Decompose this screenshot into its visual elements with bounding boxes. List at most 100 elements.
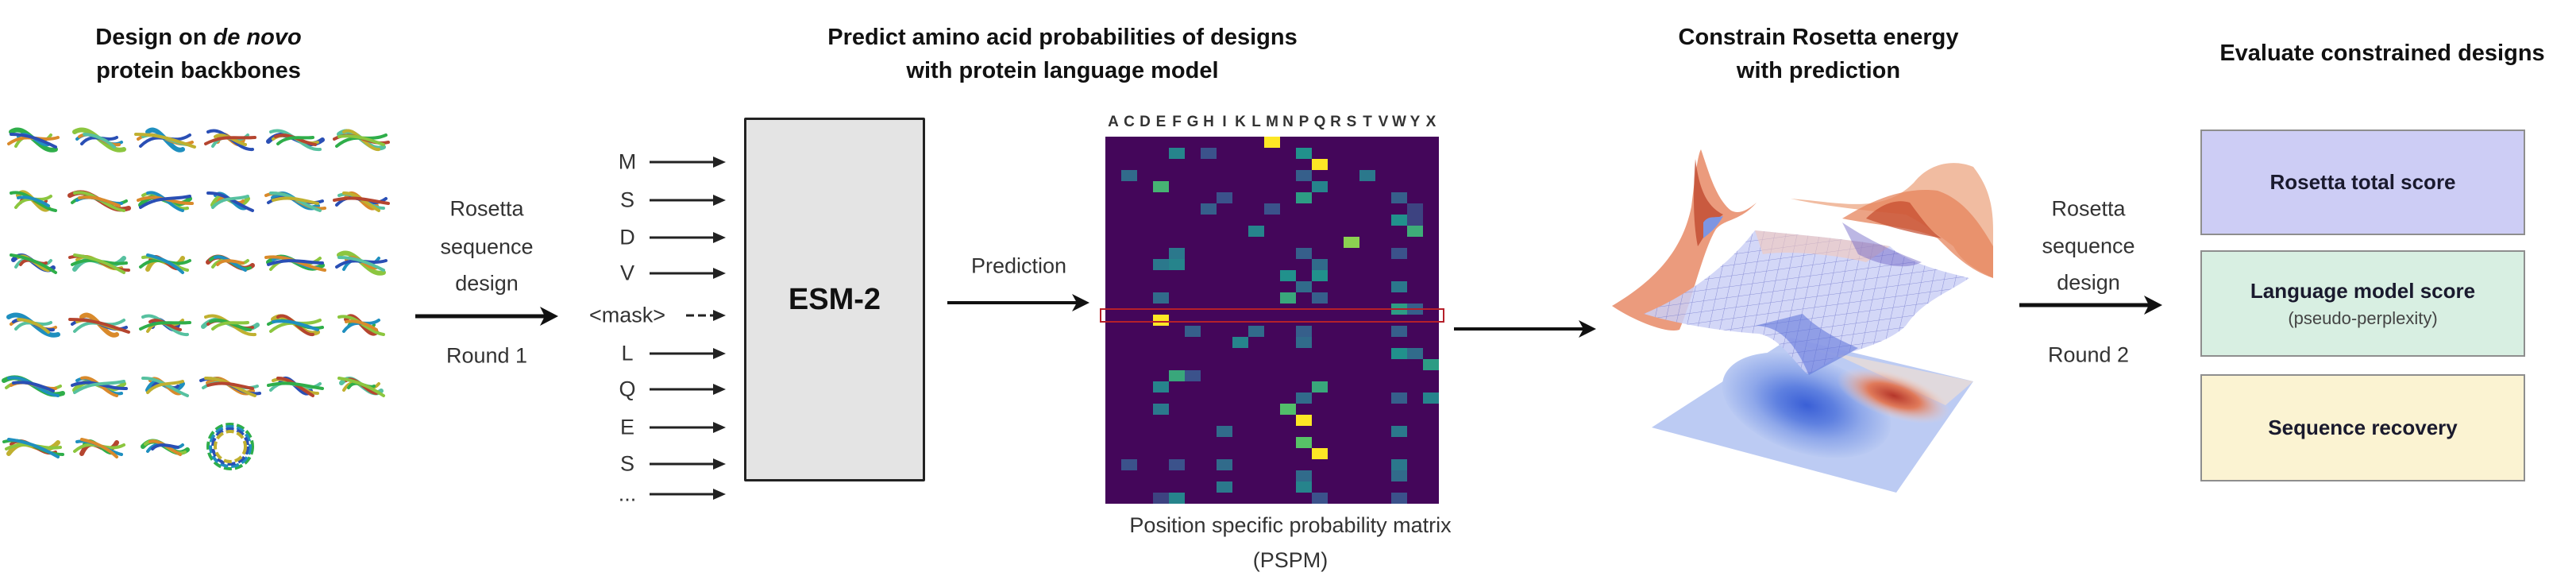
heatmap-cell bbox=[1312, 493, 1328, 504]
token-arrow-icon bbox=[650, 348, 726, 359]
protein-structure-icon bbox=[333, 129, 390, 151]
heatmap-cell bbox=[1169, 148, 1185, 159]
heatmap-cell bbox=[1185, 370, 1201, 381]
heatmap-cell bbox=[1312, 292, 1328, 304]
amino-acid-label: M bbox=[1266, 114, 1278, 130]
amino-acid-label: I bbox=[1222, 114, 1227, 130]
token-arrow-icon bbox=[650, 195, 726, 206]
protein-structure-icon bbox=[337, 314, 385, 336]
heatmap-cell bbox=[1312, 159, 1328, 170]
protein-structure-icon bbox=[264, 191, 326, 212]
amino-acid-label: Y bbox=[1409, 114, 1421, 130]
heatmap-cell bbox=[1296, 415, 1312, 426]
stage-title-constrain: Constrain Rosetta energy with prediction bbox=[1678, 25, 1959, 83]
amino-acid-label: P bbox=[1298, 114, 1309, 130]
heatmap-cell bbox=[1264, 203, 1280, 215]
protein-structure-icon bbox=[68, 312, 130, 338]
round2-arrow-icon bbox=[2019, 296, 2162, 315]
token-label: S bbox=[619, 451, 635, 476]
heatmap-cell bbox=[1280, 404, 1296, 415]
amino-acid-label: T bbox=[1363, 114, 1372, 130]
heatmap-cell bbox=[1185, 326, 1201, 337]
protein-structure-icon bbox=[71, 376, 128, 397]
heatmap-cell bbox=[1312, 448, 1328, 459]
protein-structure-icon bbox=[134, 127, 196, 153]
round1-label-round: Round 1 bbox=[445, 343, 528, 368]
heatmap-cell bbox=[1217, 192, 1232, 203]
token-arrow-icon bbox=[650, 458, 726, 470]
heatmap-cell bbox=[1391, 459, 1407, 470]
token-arrow-icon bbox=[650, 268, 726, 279]
protein-structure-icon bbox=[141, 439, 190, 456]
heatmap-cell bbox=[1248, 226, 1264, 237]
heatmap-cell bbox=[1153, 404, 1169, 415]
heatmap-cell bbox=[1121, 170, 1137, 181]
heatmap-cell bbox=[1312, 270, 1328, 281]
token-arrow-icon bbox=[650, 422, 726, 433]
heatmap-cell bbox=[1391, 248, 1407, 259]
heatmap-cell bbox=[1296, 481, 1312, 493]
heatmap-cell bbox=[1248, 326, 1264, 337]
protein-structure-icon bbox=[267, 377, 324, 397]
heatmap-cell bbox=[1296, 437, 1312, 448]
protein-structure-icon bbox=[137, 191, 194, 212]
heatmap-cell bbox=[1232, 337, 1248, 348]
amino-acid-label: S bbox=[1346, 114, 1357, 130]
heatmap-cell bbox=[1296, 148, 1312, 159]
protein-structure-icon bbox=[6, 312, 60, 338]
heatmap-cell bbox=[1423, 359, 1439, 370]
heatmap-cell bbox=[1217, 426, 1232, 437]
heatmap-cell bbox=[1423, 392, 1439, 404]
pspm-caption-line2: (PSPM) bbox=[1252, 548, 1328, 572]
heatmap-cell bbox=[1296, 326, 1312, 337]
amino-acid-label: C bbox=[1124, 114, 1135, 130]
token-label: D bbox=[619, 225, 635, 249]
pspm-highlight-row bbox=[1100, 308, 1444, 323]
round1-label-sequence: sequence bbox=[440, 234, 534, 259]
round1-label-rosetta: Rosetta bbox=[449, 196, 524, 221]
token-arrow-icon bbox=[650, 489, 726, 500]
heatmap-cell bbox=[1391, 326, 1407, 337]
heatmap-cell bbox=[1296, 248, 1312, 259]
amino-acid-label: Q bbox=[1313, 114, 1326, 130]
prediction-label: Prediction bbox=[970, 253, 1067, 278]
heatmap-cell bbox=[1391, 426, 1407, 437]
heatmap-cell bbox=[1296, 392, 1312, 404]
metric-language-model-score: Language model score (pseudo-perplexity) bbox=[2200, 250, 2525, 357]
heatmap-cell bbox=[1391, 192, 1407, 203]
heatmap-cell bbox=[1201, 203, 1217, 215]
stage-title-predict: Predict amino acid probabilities of desi… bbox=[827, 25, 1298, 83]
heatmap-cell bbox=[1169, 370, 1185, 381]
protein-structure-icon bbox=[139, 314, 191, 336]
heatmap-cell bbox=[1407, 348, 1423, 359]
round2-label-sequence: sequence bbox=[2042, 234, 2135, 258]
heatmap-cell bbox=[1217, 481, 1232, 493]
heatmap-cell bbox=[1169, 493, 1185, 504]
heatmap-cell bbox=[1153, 259, 1169, 270]
amino-acid-label: N bbox=[1282, 114, 1294, 130]
round1-label-design: design bbox=[455, 271, 519, 296]
heatmap-cell bbox=[1407, 215, 1423, 226]
stage-title-backbones: Design on de novo protein backbones bbox=[95, 25, 302, 83]
heatmap-cell bbox=[1169, 248, 1185, 259]
heatmap-cell bbox=[1391, 470, 1407, 481]
prediction-arrow-icon bbox=[947, 294, 1089, 311]
heatmap-cell bbox=[1169, 459, 1185, 470]
amino-acid-label: K bbox=[1235, 114, 1246, 130]
heatmap-cell bbox=[1359, 170, 1375, 181]
pspm-heatmap bbox=[1105, 137, 1439, 504]
esm2-model-box: ESM-2 bbox=[744, 118, 925, 481]
pspm-caption-line1: Position specific probability matrix bbox=[1129, 513, 1452, 537]
heatmap-cell bbox=[1153, 181, 1169, 192]
stage-title-evaluate: Evaluate constrained designs bbox=[2219, 41, 2545, 66]
heatmap-cell bbox=[1153, 381, 1169, 392]
energy-landscape-illustration bbox=[1612, 149, 1993, 493]
amino-acid-label: D bbox=[1140, 114, 1151, 130]
protein-structure-icon bbox=[2, 438, 64, 458]
round1-arrow-icon bbox=[415, 307, 558, 326]
token-label: Q bbox=[619, 377, 636, 401]
heatmap-cell bbox=[1280, 292, 1296, 304]
heatmap-cell bbox=[1153, 315, 1169, 326]
heatmap-cell bbox=[1296, 192, 1312, 203]
heatmap-cell bbox=[1217, 459, 1232, 470]
